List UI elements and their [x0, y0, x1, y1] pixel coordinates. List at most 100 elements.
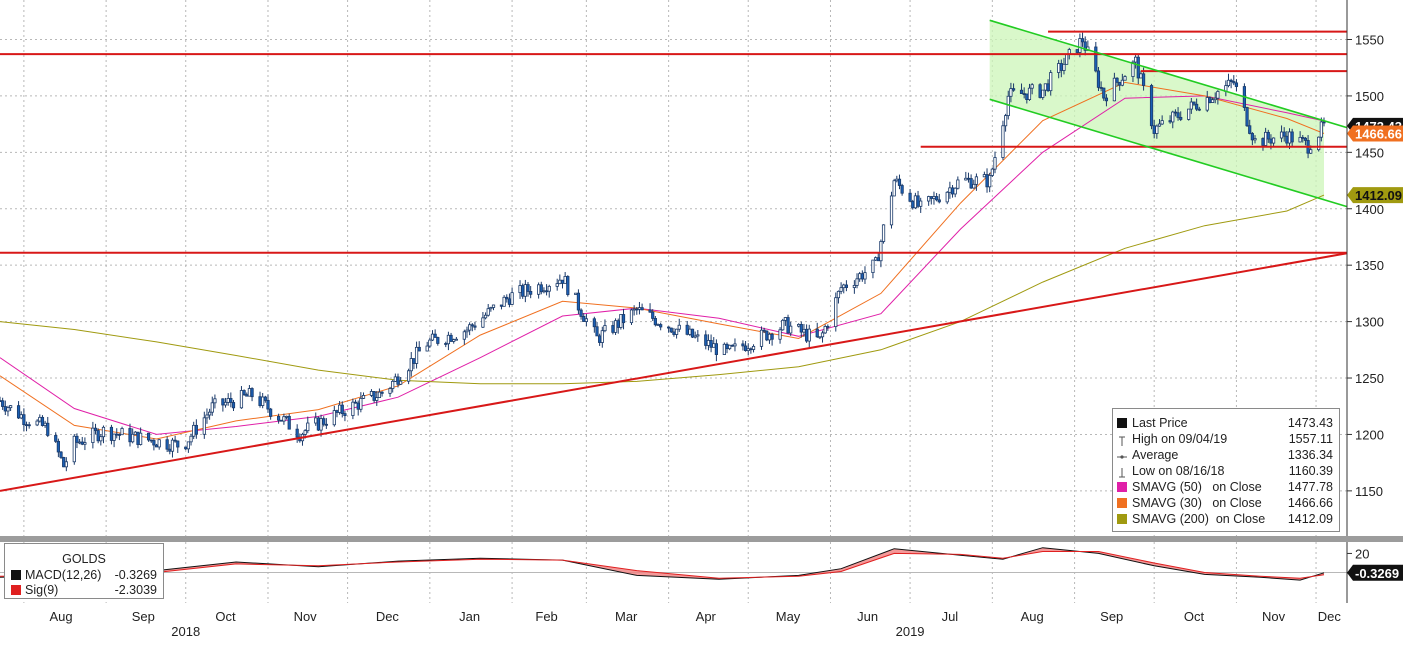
candle-body: [1179, 116, 1183, 120]
candle-body: [77, 441, 82, 444]
channel-border-line: [989, 19, 1348, 129]
candle-body: [1001, 125, 1005, 158]
candle-body: [1232, 81, 1236, 84]
candle-body: [194, 424, 198, 435]
y-tick-label: 1150: [1355, 484, 1383, 499]
candle-body: [263, 396, 267, 401]
candle-body: [1155, 125, 1159, 134]
candle-body: [505, 296, 509, 300]
candle-body: [518, 285, 522, 294]
x-axis-month-label: Aug: [1021, 609, 1044, 624]
candle-body: [115, 433, 119, 436]
candle-body: [990, 168, 994, 176]
candle-body: [521, 285, 525, 297]
candle-body: [1094, 46, 1098, 72]
legend-value: 1477.78: [1287, 480, 1333, 494]
candle-body: [1004, 115, 1008, 127]
candle-body: [258, 396, 262, 406]
x-axis-month-label: Dec: [376, 609, 400, 624]
candle-body: [1210, 99, 1215, 103]
candle-body: [1269, 138, 1273, 144]
moving-average-line: [0, 95, 1325, 435]
x-axis-month-label: Mar: [615, 609, 638, 624]
candle-body: [388, 388, 392, 394]
candle-body: [1208, 97, 1212, 103]
candle-body: [863, 272, 867, 280]
candle-body: [730, 344, 734, 347]
legend-label: SMAVG (30) on Close: [1132, 496, 1262, 510]
candle-body: [221, 398, 225, 406]
candle-body: [173, 439, 177, 442]
candle-body: [109, 426, 114, 441]
macd-value: -0.3269: [114, 568, 157, 582]
candle-body: [1319, 121, 1323, 138]
candle-body: [1030, 84, 1034, 89]
macd-swatch: [11, 570, 21, 580]
candle-body: [974, 176, 979, 185]
candle-body: [712, 343, 716, 348]
x-axis-month-label: Oct: [215, 609, 236, 624]
candle-body: [956, 179, 960, 189]
candle-body: [99, 436, 103, 442]
y-tick-label: 1200: [1355, 427, 1384, 442]
panel-separator: [0, 536, 1403, 542]
candle-body: [1123, 76, 1127, 81]
candle-body: [306, 422, 310, 432]
candle-body: [391, 380, 395, 389]
candle-body: [1080, 38, 1085, 43]
candle-body: [765, 330, 769, 341]
macd-label: MACD(12,26): [25, 568, 102, 582]
candle-body: [338, 404, 342, 413]
candle-body: [335, 410, 339, 413]
legend-value: 1466.66: [1287, 496, 1333, 510]
legend-label: Last Price: [1132, 416, 1188, 430]
candle-body: [629, 309, 634, 324]
candle-body: [136, 431, 140, 445]
candle-body: [659, 324, 663, 328]
candle-body: [202, 417, 206, 435]
candle-body: [621, 314, 626, 324]
candle-body: [468, 324, 472, 331]
candle-body: [892, 180, 896, 197]
y-tick-label: 1500: [1355, 89, 1384, 104]
candle-body: [120, 428, 124, 436]
candle-body: [1192, 101, 1196, 105]
macd-legend: GOLDS MACD(12,26) -0.3269 Sig(9) -2.3039: [4, 543, 164, 599]
candle-body: [1282, 131, 1286, 137]
legend-row-average: Average 1336.34: [1117, 447, 1333, 463]
channel-border-line: [989, 98, 1348, 208]
candle-body: [184, 446, 188, 450]
candle-body: [616, 320, 620, 328]
candle-body: [733, 343, 737, 347]
x-axis-month-label: Sep: [1100, 609, 1123, 624]
candle-body: [168, 448, 172, 452]
candle-body: [64, 461, 68, 468]
candle-body: [1019, 89, 1024, 94]
candle-body: [778, 329, 782, 340]
candle-body: [261, 396, 265, 406]
candle-body: [635, 308, 639, 311]
candle-body: [1120, 79, 1124, 86]
candle-body: [783, 317, 787, 321]
candle-body: [510, 292, 514, 305]
candle-body: [1176, 112, 1180, 118]
candle-body: [1062, 63, 1066, 71]
candle-body: [54, 435, 58, 442]
candle-body: [414, 346, 419, 364]
candle-body: [1298, 136, 1302, 143]
candle-body: [969, 178, 973, 189]
candle-body: [1171, 111, 1175, 123]
x-axis-year-label: 2018: [171, 624, 200, 639]
y-tick-label: 1550: [1355, 32, 1384, 47]
candle-body: [919, 200, 923, 207]
candle-body: [399, 380, 403, 385]
legend-row-smavg-200: SMAVG (200) on Close 1412.09: [1117, 511, 1333, 527]
candle-body: [547, 285, 551, 292]
candle-body: [1049, 72, 1053, 92]
candle-body: [1168, 120, 1172, 123]
candle-body: [72, 435, 76, 463]
candle-body: [27, 424, 31, 427]
candle-body: [1115, 77, 1119, 83]
candle-body: [945, 191, 949, 203]
last-price-swatch: [1117, 418, 1127, 428]
